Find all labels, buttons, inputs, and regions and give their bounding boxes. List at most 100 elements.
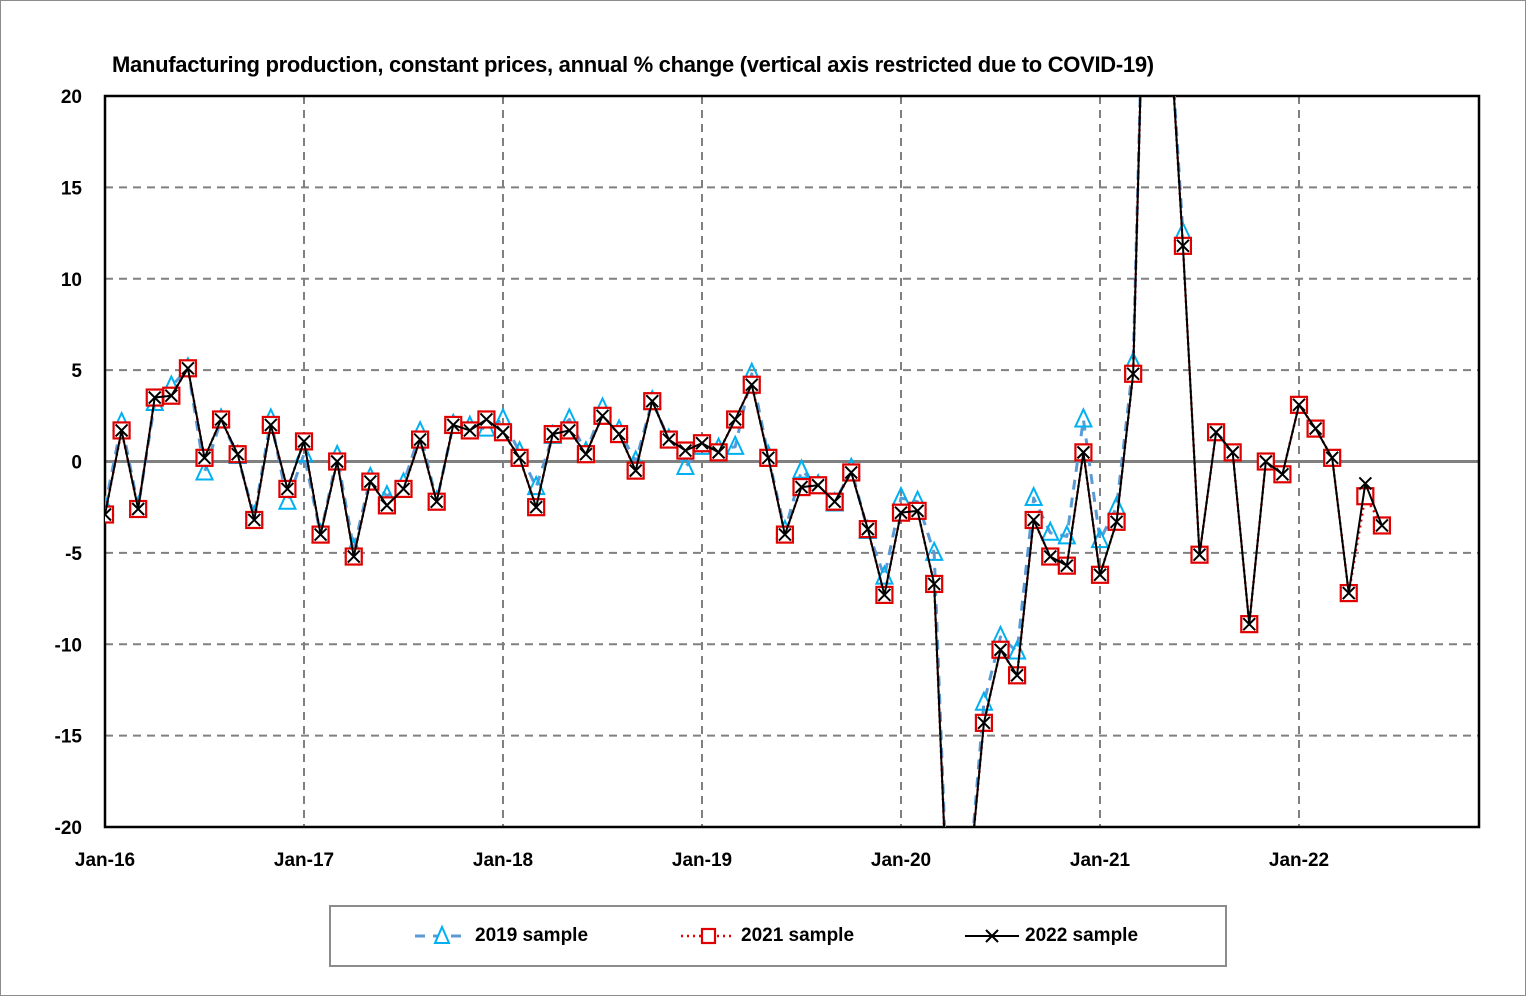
x-marker-stroke	[148, 390, 162, 405]
y-tick-label: -10	[55, 635, 82, 656]
x-marker-stroke	[1325, 451, 1339, 465]
data-point	[1076, 445, 1091, 460]
data-point	[280, 482, 295, 496]
x-marker-stroke	[877, 588, 892, 602]
x-marker-stroke	[546, 427, 560, 441]
x-marker-stroke	[1275, 467, 1290, 481]
x-marker-stroke	[230, 447, 245, 461]
data-point	[927, 577, 941, 591]
x-marker-stroke	[105, 507, 112, 516]
x-marker-stroke	[297, 434, 311, 449]
x-marker-stroke	[280, 482, 295, 496]
x-marker-stroke	[1176, 239, 1190, 253]
x-marker-stroke	[993, 643, 1008, 657]
data-point	[1109, 515, 1124, 529]
x-marker-stroke	[645, 394, 659, 408]
legend-item-2021: 2021 sample	[679, 923, 854, 949]
x-marker-stroke	[728, 412, 742, 427]
x-marker-stroke	[927, 577, 941, 591]
x-marker-stroke	[114, 423, 129, 438]
x-marker-stroke	[1242, 617, 1256, 631]
x-marker-stroke	[745, 378, 759, 392]
x-marker-stroke	[429, 494, 444, 509]
data-point	[977, 716, 991, 730]
data-point	[1176, 239, 1190, 253]
x-marker-stroke	[861, 522, 875, 536]
data-point	[1259, 454, 1273, 469]
x-marker-stroke	[595, 409, 610, 423]
data-point	[1192, 547, 1207, 562]
data-point	[711, 445, 726, 460]
y-axis-ticks: 20 15 10 5 0 -5 -10 -15 -20	[55, 87, 83, 839]
x-marker-stroke	[313, 527, 328, 542]
x-marker-stroke	[662, 432, 676, 447]
data-point	[645, 394, 659, 408]
data-point	[413, 432, 427, 447]
data-point	[778, 527, 792, 542]
x-axis-ticks: Jan-16 Jan-17 Jan-18 Jan-19 Jan-20 Jan-21 Jan-…	[75, 850, 1329, 871]
data-point	[1242, 617, 1256, 631]
x-marker-stroke	[1076, 445, 1091, 460]
data-point	[181, 361, 195, 376]
data-point	[844, 465, 858, 480]
data-point	[546, 427, 560, 441]
data-point	[1308, 421, 1323, 436]
x-marker-stroke	[1026, 513, 1041, 527]
x-marker-stroke	[247, 513, 261, 527]
data-point	[1275, 467, 1290, 481]
data-point	[1107, 494, 1127, 516]
data-point	[1325, 451, 1339, 465]
data-point	[347, 549, 361, 564]
x-marker-stroke	[1225, 445, 1240, 460]
data-point	[1126, 367, 1140, 381]
data-point	[396, 482, 411, 496]
axes	[103, 94, 1481, 829]
data-point	[728, 412, 742, 427]
x-marker-stroke	[131, 502, 145, 516]
data-point	[877, 588, 892, 602]
data-point	[1375, 518, 1389, 533]
data-point	[164, 389, 179, 403]
data-point	[446, 418, 460, 432]
x-marker-stroke	[1308, 421, 1323, 436]
data-point	[1225, 445, 1240, 460]
data-point	[230, 447, 245, 461]
data-point	[330, 454, 344, 469]
data-point	[264, 418, 278, 432]
y-tick-label: 5	[71, 361, 82, 382]
x-marker-stroke	[562, 423, 577, 438]
x-marker-stroke	[396, 482, 411, 496]
legend-item-2022: 2022 sample	[963, 923, 1138, 949]
x-marker-stroke	[1209, 425, 1223, 439]
y-tick-label: 10	[61, 270, 82, 291]
x-marker-stroke	[1060, 558, 1074, 573]
data-point	[678, 443, 693, 458]
data-point	[1209, 425, 1223, 439]
data-point	[945, 985, 957, 996]
x-marker-stroke	[1192, 547, 1207, 562]
data-point	[695, 436, 709, 450]
data-point	[512, 451, 527, 465]
x-marker-stroke	[413, 432, 427, 447]
x-marker-stroke	[1109, 515, 1124, 529]
triangle-marker-icon	[415, 924, 469, 944]
chart-title: Manufacturing production, constant price…	[112, 52, 1154, 77]
x-marker-stroke	[1126, 367, 1140, 381]
x-marker-stroke	[794, 480, 809, 494]
data-point	[943, 981, 959, 996]
x-tick-label: Jan-17	[274, 850, 334, 871]
x-marker-stroke	[1292, 398, 1306, 412]
x-marker-stroke	[612, 427, 626, 441]
x-tick-label: Jan-21	[1070, 850, 1131, 871]
x-marker-stroke	[827, 494, 842, 509]
x-marker-stroke	[1375, 518, 1389, 533]
x-tick-label: Jan-22	[1269, 850, 1329, 871]
data-point	[794, 480, 809, 494]
data-point	[725, 434, 745, 455]
x-marker-stroke	[628, 463, 643, 478]
x-marker-stroke	[363, 474, 378, 489]
plot-area-border	[103, 94, 1481, 829]
y-tick-label: -15	[55, 727, 83, 748]
data-point	[297, 434, 311, 449]
x-marker-stroke	[910, 504, 925, 518]
